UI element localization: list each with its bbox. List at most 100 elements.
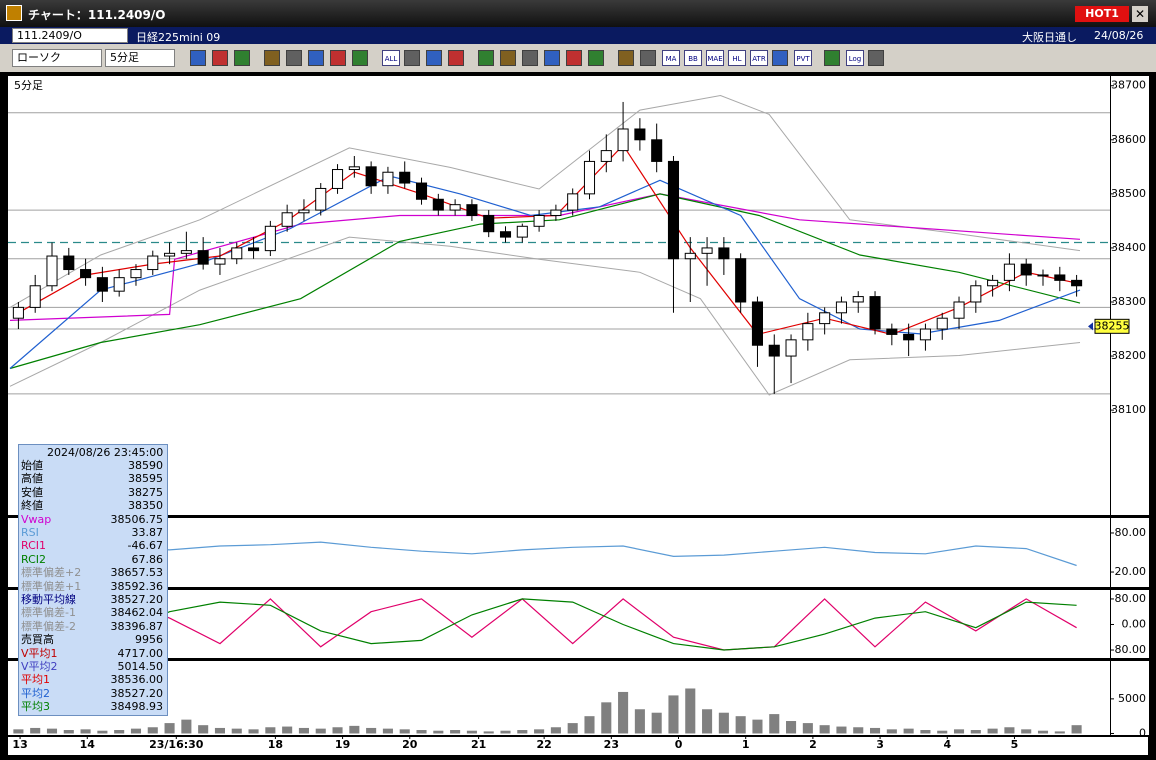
- volume-bar: [114, 730, 125, 734]
- volume-bar: [685, 688, 696, 734]
- toolbar-button[interactable]: [448, 50, 464, 66]
- toolbar-button[interactable]: [190, 50, 206, 66]
- info-value: 38590: [128, 459, 163, 472]
- toolbar-button[interactable]: ALL: [382, 50, 400, 66]
- candle-body: [180, 250, 192, 254]
- toolbar-button[interactable]: [640, 50, 656, 66]
- info-row: 移動平均線 38527.20: [21, 593, 165, 606]
- toolbar-button[interactable]: [426, 50, 442, 66]
- indicator-line: [9, 236, 1081, 396]
- toolbar-button[interactable]: [404, 50, 420, 66]
- x-tick-label: 13: [12, 738, 27, 751]
- info-label: 売買高: [21, 633, 54, 647]
- info-label: V平均2: [21, 660, 58, 673]
- toolbar-button[interactable]: [478, 50, 494, 66]
- volume-bar: [30, 727, 41, 734]
- toolbar-button[interactable]: [264, 50, 280, 66]
- toolbar-button[interactable]: [234, 50, 250, 66]
- x-tick-label: 3: [876, 738, 884, 751]
- toolbar-button[interactable]: MA: [662, 50, 680, 66]
- volume-bar: [550, 727, 561, 734]
- volume-bar: [265, 727, 276, 734]
- x-axis-background: [8, 737, 1148, 755]
- toolbar-button[interactable]: [286, 50, 302, 66]
- toolbar-button[interactable]: MAE: [706, 50, 724, 66]
- x-tick-label: 14: [80, 738, 96, 751]
- hot-button[interactable]: HOT1: [1075, 6, 1129, 22]
- toolbar-button[interactable]: [500, 50, 516, 66]
- info-row: 標準偏差+1 38592.36: [21, 580, 165, 593]
- info-row: V平均1 4717.00: [21, 647, 165, 660]
- volume-bar: [46, 728, 58, 734]
- toolbar-button[interactable]: [588, 50, 604, 66]
- symbol-input[interactable]: 111.2409/O: [12, 28, 128, 43]
- x-tick-label: 2: [809, 738, 817, 751]
- volume-bar: [618, 691, 629, 734]
- volume-bar: [181, 719, 192, 734]
- candle-body: [1003, 263, 1015, 281]
- info-label: RSI: [21, 526, 39, 539]
- candle-body: [332, 169, 344, 189]
- candle-body: [29, 285, 41, 308]
- title-bar: チャート：111.2409/O HOT1 ✕: [0, 0, 1156, 27]
- volume-bar: [953, 729, 965, 734]
- info-row: 平均2 38527.20: [21, 687, 165, 700]
- interval-select[interactable]: 5分足: [105, 49, 175, 67]
- toolbar-button[interactable]: PVT: [794, 50, 812, 66]
- toolbar-button[interactable]: [352, 50, 368, 66]
- toolbar-button[interactable]: [522, 50, 538, 66]
- toolbar-button[interactable]: [772, 50, 788, 66]
- y-tick-label: 38700: [1111, 79, 1146, 92]
- info-value: 5014.50: [117, 660, 164, 673]
- toolbar-button[interactable]: HL: [728, 50, 746, 66]
- axis-background: [1111, 518, 1149, 587]
- toolbar-button[interactable]: [824, 50, 840, 66]
- toolbar-button[interactable]: [868, 50, 884, 66]
- toolbar-button[interactable]: [566, 50, 582, 66]
- volume-bar: [819, 725, 830, 734]
- axis-background: [1111, 76, 1149, 515]
- candle-body: [298, 209, 310, 214]
- candle-body: [499, 231, 512, 238]
- info-row: 売買高 9956: [21, 633, 165, 646]
- toolbar-button[interactable]: ATR: [750, 50, 768, 66]
- toolbar-button[interactable]: Log: [846, 50, 864, 66]
- candle-body: [617, 128, 629, 152]
- candle-body: [281, 212, 293, 227]
- info-label: RCI2: [21, 552, 47, 566]
- y-tick-label: 80.00: [1115, 592, 1147, 605]
- info-label: 標準偏差-1: [21, 606, 76, 620]
- indicator-line: [9, 94, 1081, 308]
- volume-bar: [450, 730, 461, 734]
- x-tick-label: 1: [742, 738, 750, 751]
- info-row: Vwap 38506.75: [21, 513, 165, 526]
- candle-body: [12, 306, 24, 319]
- candle-body: [869, 296, 881, 330]
- market-date: 24/08/26: [1094, 29, 1144, 42]
- last-price-box: [1094, 318, 1130, 334]
- candle-body: [1037, 274, 1049, 277]
- toolbar-button[interactable]: BB: [684, 50, 702, 66]
- toolbar-button[interactable]: [308, 50, 324, 66]
- volume-bar: [886, 729, 897, 734]
- candle-body: [667, 160, 680, 260]
- indicator-line: [18, 598, 1077, 651]
- candle-body: [835, 301, 847, 314]
- toolbar-button[interactable]: [212, 50, 228, 66]
- candle-body: [96, 277, 108, 292]
- close-button[interactable]: ✕: [1132, 6, 1148, 22]
- candle-body: [718, 247, 730, 260]
- chart-style-select[interactable]: ローソク: [12, 49, 102, 67]
- info-row: 平均3 38498.93: [21, 700, 165, 713]
- toolbar-button[interactable]: [544, 50, 560, 66]
- info-value: 38527.20: [110, 686, 164, 700]
- volume-bar: [584, 716, 595, 734]
- symbol-bar: 111.2409/O 日経225mini 09 大阪日通し 24/08/26: [0, 27, 1156, 44]
- toolbar-button[interactable]: [618, 50, 634, 66]
- toolbar-button[interactable]: [330, 50, 346, 66]
- volume-bar: [786, 721, 797, 734]
- x-tick-label: 19: [335, 738, 350, 751]
- y-tick-label: 38400: [1111, 241, 1146, 254]
